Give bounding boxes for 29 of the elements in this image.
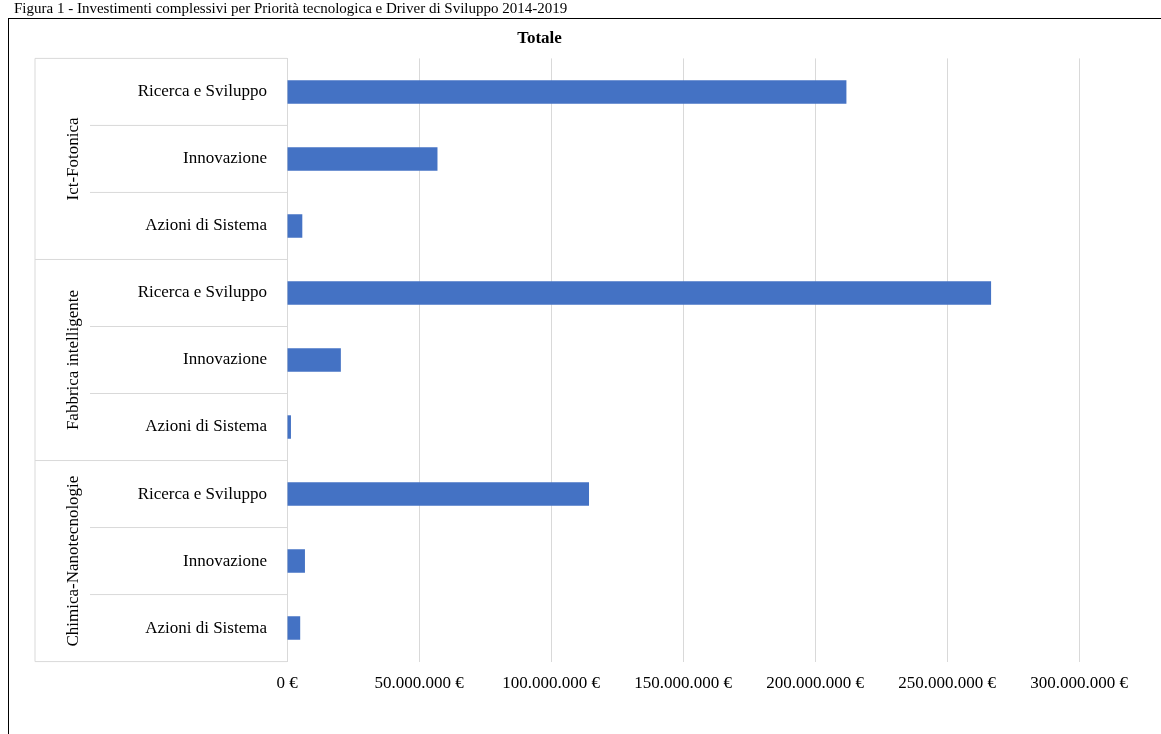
- y-tick-label: Innovazione: [182, 550, 267, 570]
- y-tick-label: Innovazione: [182, 148, 267, 168]
- text: Figura 1 - Investimenti complessivi per Priorità tecnologica e Driver di Sviluppo 2014-2019: [14, 0, 568, 17]
- y-tick-label: Ricerca e Sviluppo: [137, 81, 267, 101]
- y-tick-label: Azioni di Sistema: [145, 617, 268, 637]
- x-tick-label: 50.000.000 €: [374, 673, 465, 693]
- x-tick-label: 100.000.000 €: [502, 673, 601, 693]
- x-tick-label: 150.000.000 €: [634, 673, 733, 693]
- y-tick-label: Azioni di Sistema: [145, 215, 268, 235]
- y-tick-label: Azioni di Sistema: [145, 416, 268, 436]
- bar: [287, 549, 305, 573]
- bar: [287, 281, 992, 305]
- y-tick-label: Innovazione: [182, 349, 267, 369]
- bar: [287, 147, 438, 171]
- bar: [287, 482, 590, 506]
- x-tick-label: 300.000.000 €: [1030, 673, 1129, 693]
- bar: [287, 80, 847, 104]
- y-tick-label: Ricerca e Sviluppo: [137, 483, 267, 503]
- text: Ict-Fotonica: [63, 116, 83, 201]
- bar: [287, 616, 301, 640]
- x-tick-label: 250.000.000 €: [898, 673, 997, 693]
- x-tick-label: 200.000.000 €: [766, 673, 865, 693]
- x-tick-label: 0 €: [276, 673, 299, 693]
- chart-title: Totale: [517, 27, 563, 47]
- bar: [287, 348, 341, 372]
- text: Fabbrica intelligente: [63, 289, 83, 431]
- text: Chimica-Nanotecnologie: [63, 475, 83, 647]
- bar: [287, 214, 303, 238]
- y-tick-label: Ricerca e Sviluppo: [137, 282, 267, 302]
